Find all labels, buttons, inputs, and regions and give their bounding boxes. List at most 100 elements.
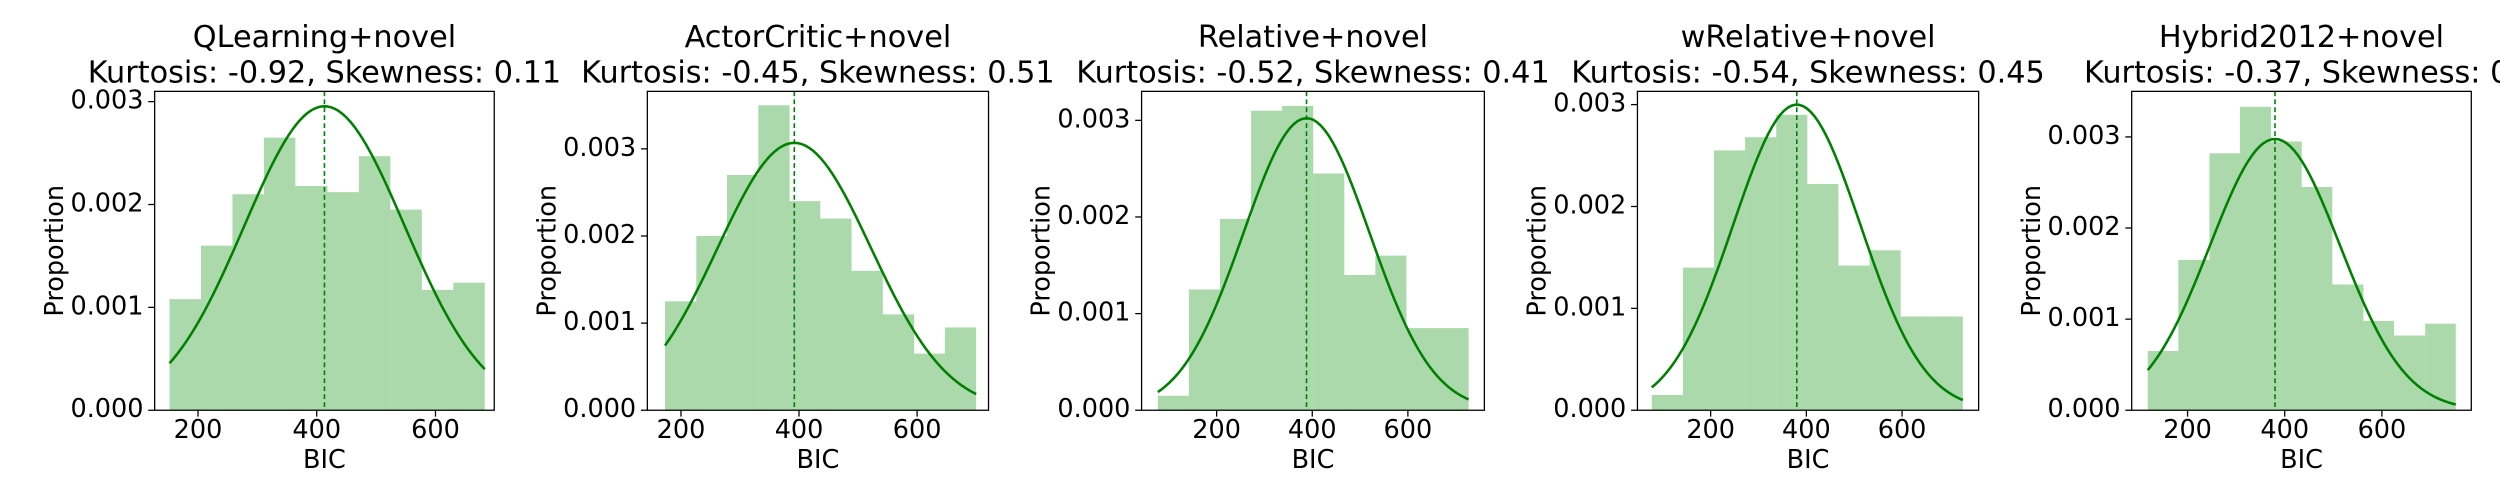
axes-frame (1140, 90, 1486, 411)
y-tick-label: 0.000 (70, 394, 143, 424)
bar (1869, 250, 1901, 411)
bar (390, 209, 422, 411)
y-axis-label: Proportion (532, 185, 562, 317)
chart-title: Relative+novel (1198, 20, 1428, 55)
bar (1344, 274, 1376, 411)
y-axis-label: Proportion (2017, 185, 2047, 317)
bar (2394, 335, 2426, 411)
bar (944, 327, 977, 411)
x-tick-label: 600 (411, 415, 460, 445)
bar (263, 137, 296, 411)
bar (1157, 395, 1189, 411)
x-tick-label: 600 (893, 415, 942, 445)
y-tick-label: 0.000 (2048, 394, 2121, 424)
x-axis-label: BIC (2280, 445, 2323, 475)
bar (914, 353, 945, 411)
bar (696, 235, 728, 411)
y-tick-label: 0.003 (563, 133, 636, 163)
x-tick-label: 400 (775, 415, 824, 445)
bar (1651, 394, 1683, 411)
bar (1776, 114, 1808, 411)
x-tick-label: 200 (1686, 415, 1735, 445)
y-tick-label: 0.003 (1553, 89, 1626, 119)
x-tick-label: 400 (1782, 415, 1831, 445)
x-tick-label: 600 (1878, 415, 1927, 445)
y-tick-label: 0.000 (563, 394, 636, 424)
bar (2240, 106, 2272, 411)
y-tick-label: 0.000 (1553, 394, 1626, 424)
y-tick-label: 0.003 (2048, 121, 2121, 151)
bar (232, 194, 264, 411)
bar (169, 299, 201, 411)
y-tick-label: 0.001 (2048, 303, 2121, 333)
chart-subtitle: Kurtosis: -0.92, Skewness: 0.11 (88, 55, 561, 90)
bar (421, 289, 454, 411)
bar (200, 245, 233, 411)
bar (820, 218, 852, 411)
bar (2209, 153, 2241, 411)
x-tick-label: 200 (657, 415, 706, 445)
bar (1745, 137, 1777, 411)
y-tick-label: 0.002 (563, 220, 636, 250)
y-tick-label: 0.001 (1057, 298, 1130, 328)
bar (758, 105, 790, 411)
bar (327, 192, 359, 411)
fit-curve (663, 141, 977, 396)
chart-title: QLearning+novel (193, 20, 456, 55)
bar (1807, 184, 1839, 411)
bar (2301, 187, 2333, 411)
fit-curve (168, 105, 486, 370)
bar (2332, 284, 2364, 411)
bar (295, 185, 328, 411)
y-tick-label: 0.002 (1553, 190, 1626, 220)
bar (2425, 323, 2456, 411)
bar (1251, 110, 1283, 411)
y-axis-label: Proportion (1523, 185, 1553, 317)
chart-subtitle: Kurtosis: -0.52, Skewness: 0.41 (1076, 55, 1549, 90)
y-tick-label: 0.000 (1057, 394, 1130, 424)
chart-title: wRelative+novel (1681, 20, 1936, 55)
bar (1375, 255, 1407, 411)
x-tick-label: 400 (2260, 415, 2309, 445)
bar (727, 174, 759, 411)
bar (665, 301, 697, 411)
chart-title: ActorCritic+novel (685, 20, 952, 55)
chart-subtitle: Kurtosis: -0.37, Skewness: 0. (2084, 55, 2500, 90)
y-tick-label: 0.002 (2048, 212, 2121, 242)
bar (1900, 316, 1932, 411)
x-tick-label: 600 (1384, 415, 1433, 445)
y-tick-label: 0.001 (1553, 292, 1626, 322)
fit-curve (1157, 116, 1470, 401)
x-tick-label: 600 (2358, 415, 2407, 445)
bar (882, 314, 915, 411)
axes-frame (154, 90, 495, 411)
chart-subtitle: Kurtosis: -0.45, Skewness: 0.51 (581, 55, 1054, 90)
x-axis-label: BIC (1787, 445, 1830, 475)
y-tick-label: 0.001 (70, 291, 143, 321)
chart-title: Hybrid2012+novel (2159, 20, 2444, 55)
bar (2147, 351, 2179, 411)
fit-curve (1650, 103, 1964, 402)
bar (1219, 218, 1252, 411)
axes-frame (1636, 90, 1980, 411)
y-tick-label: 0.003 (1057, 104, 1130, 134)
bar (851, 270, 883, 411)
x-tick-label: 400 (292, 415, 341, 445)
bar (1838, 265, 1870, 411)
y-tick-label: 0.002 (70, 189, 143, 219)
y-axis-label: Proportion (1027, 185, 1057, 317)
x-axis-label: BIC (303, 445, 346, 475)
x-tick-label: 400 (1288, 415, 1337, 445)
bar (1313, 173, 1345, 411)
axes-frame (646, 90, 990, 411)
y-tick-label: 0.001 (563, 307, 636, 337)
bar (358, 156, 391, 411)
fit-curve (2146, 137, 2457, 406)
bar (1282, 105, 1314, 411)
bar (1931, 316, 1963, 411)
bar (2271, 141, 2302, 411)
y-tick-label: 0.003 (70, 86, 143, 116)
y-tick-label: 0.002 (1057, 201, 1130, 231)
